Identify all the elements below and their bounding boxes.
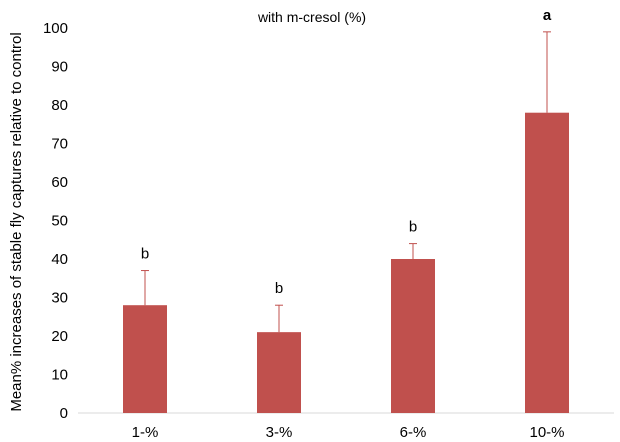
significance-letter-10-%: a bbox=[543, 7, 552, 24]
y-tick-label: 100 bbox=[43, 20, 68, 37]
y-tick-label: 50 bbox=[51, 213, 68, 230]
y-tick-label: 30 bbox=[51, 290, 68, 307]
significance-letter-3-%: b bbox=[275, 280, 283, 297]
x-tick-label: 3-% bbox=[266, 424, 293, 441]
y-tick-label: 90 bbox=[51, 59, 68, 76]
y-tick-label: 0 bbox=[60, 405, 68, 422]
y-tick-label: 10 bbox=[51, 367, 68, 384]
significance-letter-6-%: b bbox=[409, 219, 417, 236]
y-tick-label: 40 bbox=[51, 251, 68, 268]
y-tick-label: 70 bbox=[51, 136, 68, 153]
y-tick-label: 60 bbox=[51, 174, 68, 191]
y-axis-ticks: 0 10 20 30 40 50 60 70 80 90 100 bbox=[43, 20, 68, 422]
bar-10-% bbox=[525, 112, 569, 413]
x-tick-label: 1-% bbox=[132, 424, 159, 441]
y-tick-label: 80 bbox=[51, 97, 68, 114]
x-tick-label: 10-% bbox=[529, 424, 564, 441]
significance-letters-group: b b b a bbox=[141, 7, 552, 297]
x-tick-label: 6-% bbox=[400, 424, 427, 441]
error-bars-group bbox=[141, 31, 551, 333]
x-axis-ticks: 1-% 3-% 6-% 10-% bbox=[132, 424, 565, 441]
y-axis-label: Mean% increases of stable fly captures r… bbox=[8, 32, 25, 411]
y-tick-label: 20 bbox=[51, 328, 68, 345]
chart-title: with m-cresol (%) bbox=[257, 9, 366, 25]
bar-3-% bbox=[257, 332, 301, 413]
significance-letter-1-%: b bbox=[141, 246, 149, 263]
bar-1-% bbox=[123, 305, 167, 413]
bars-group bbox=[123, 112, 569, 413]
bar-6-% bbox=[391, 259, 435, 413]
